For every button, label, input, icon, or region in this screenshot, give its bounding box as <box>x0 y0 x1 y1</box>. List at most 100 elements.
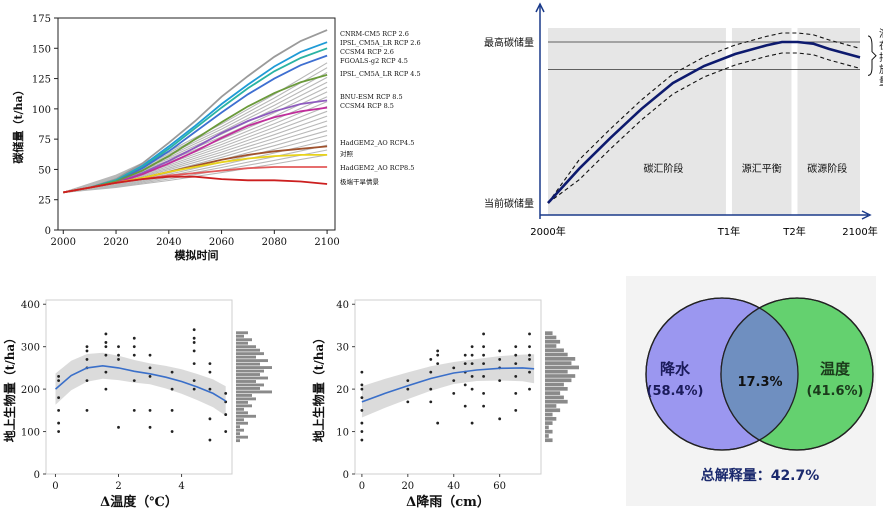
histogram-bar <box>545 331 553 336</box>
histogram-bar <box>236 383 264 387</box>
ensemble-line <box>63 149 328 193</box>
data-point <box>104 332 108 336</box>
histogram-bar <box>236 369 264 373</box>
x-tick-label: 0 <box>359 481 365 492</box>
x-tick-label: 2100年 <box>842 225 877 238</box>
x-tick-label: 2100 <box>314 237 339 248</box>
data-point <box>104 370 108 374</box>
data-point <box>132 353 136 357</box>
histogram-bar <box>236 411 248 415</box>
data-point <box>104 387 108 391</box>
data-point <box>470 362 474 366</box>
histogram-bar <box>545 378 572 383</box>
data-point <box>360 387 364 391</box>
fit-line <box>54 364 227 402</box>
histogram-bar <box>236 397 256 401</box>
histogram-bar <box>236 331 248 335</box>
histogram-bar <box>545 438 553 443</box>
data-point <box>452 379 456 383</box>
data-point <box>170 387 174 391</box>
histogram-bar <box>236 404 252 408</box>
x-tick-label: 2000 <box>51 237 76 248</box>
y-tick-label: 20 <box>336 385 349 396</box>
side-label-char: 潜 <box>879 27 883 40</box>
y-axis-arrow <box>535 2 545 13</box>
data-point <box>514 391 518 395</box>
data-point <box>117 425 120 429</box>
data-point <box>528 358 531 361</box>
series-label: FGOALS-g2 RCP 4.5 <box>340 57 408 65</box>
y-tick-label: 175 <box>32 14 51 25</box>
data-point <box>360 408 364 412</box>
storage-curve <box>547 40 861 204</box>
data-point <box>117 358 120 361</box>
data-point <box>498 379 502 383</box>
data-point <box>470 345 474 349</box>
data-point <box>482 374 485 378</box>
y-tick-label: 0 <box>343 470 349 481</box>
side-label-char: 排 <box>879 51 883 64</box>
x-tick-label: 60 <box>493 481 506 492</box>
data-point <box>452 366 456 370</box>
histogram-bar <box>236 380 256 383</box>
histogram-bar <box>236 362 260 366</box>
data-point <box>57 408 61 412</box>
y-tick-label: 30 <box>336 343 349 354</box>
data-point <box>170 408 174 412</box>
y-tick-label: 0 <box>45 226 51 237</box>
phase-divider <box>725 28 732 215</box>
histogram-bar <box>545 382 564 387</box>
histogram-bar <box>236 345 256 349</box>
data-point <box>224 391 228 395</box>
histogram-bar <box>236 355 256 359</box>
data-point <box>406 400 410 404</box>
data-point <box>436 353 440 357</box>
x-tick-label: 40 <box>447 481 460 492</box>
series-label: IPSL_CM5A_LR RCP 2.6 <box>340 39 421 47</box>
series-label: HadGEM2_AO RCP8.5 <box>340 164 414 172</box>
histogram-bar <box>545 395 564 400</box>
data-point <box>170 370 174 374</box>
histogram-bar <box>545 416 557 421</box>
histogram-bar <box>545 365 579 370</box>
data-point <box>132 408 136 412</box>
histogram-bar <box>545 361 572 365</box>
histogram-bar <box>236 425 240 429</box>
side-label-char: 量 <box>879 76 883 88</box>
data-point <box>192 379 196 383</box>
histogram-bar <box>545 335 557 340</box>
data-point <box>360 370 364 374</box>
data-point <box>148 408 152 412</box>
data-point <box>104 341 108 344</box>
y-tick-label: 125 <box>32 75 51 86</box>
venn-precipitation-label: 降水 <box>660 360 691 378</box>
data-point <box>528 345 531 349</box>
data-point <box>463 404 467 408</box>
y-tick-label: 0 <box>34 470 40 481</box>
histogram-bar <box>236 393 252 397</box>
data-point <box>85 379 89 383</box>
ensemble-line <box>63 76 328 193</box>
side-label-char: 在 <box>879 40 883 52</box>
data-point <box>406 387 410 391</box>
data-point <box>170 430 174 433</box>
series-line <box>63 175 328 194</box>
data-point <box>514 362 518 366</box>
data-point <box>514 353 518 357</box>
data-point <box>498 358 502 361</box>
max-storage-label: 最高碳储量 <box>484 36 534 49</box>
data-point <box>57 430 61 433</box>
data-point <box>360 430 364 433</box>
data-point <box>192 328 196 332</box>
data-point <box>463 353 467 357</box>
data-point <box>192 336 196 340</box>
histogram-bar <box>545 344 557 348</box>
histogram-bar <box>236 387 260 390</box>
y-tick-label: 400 <box>21 300 40 311</box>
histogram-bar <box>545 399 568 404</box>
data-point <box>360 383 364 387</box>
histogram-bar <box>545 434 549 438</box>
histogram-bar <box>545 369 568 374</box>
